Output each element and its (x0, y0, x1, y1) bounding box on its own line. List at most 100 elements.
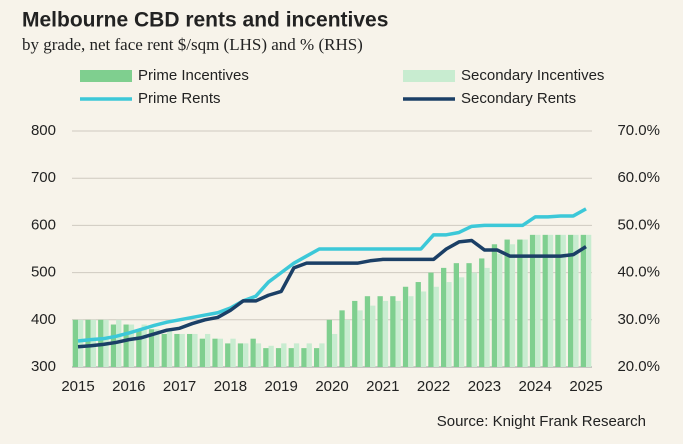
x-tick-label: 2020 (315, 378, 348, 395)
y2-tick-label: 40.0% (617, 264, 660, 281)
chart-title: Melbourne CBD rents and incentives (22, 9, 388, 32)
bar (187, 333, 193, 367)
bar (395, 300, 401, 367)
bar (479, 258, 485, 367)
chart-subtitle: by grade, net face rent $/sqm (LHS) and … (22, 35, 363, 54)
bar (319, 343, 325, 367)
x-tick-label: 2015 (61, 378, 94, 395)
bar (237, 343, 244, 367)
y2-tick-label: 50.0% (617, 216, 660, 233)
bar (522, 239, 528, 367)
bar (560, 234, 566, 367)
bar (377, 296, 383, 367)
bar (230, 338, 236, 367)
legend-label: Secondary Rents (461, 90, 576, 107)
x-tick-label: 2024 (519, 378, 552, 395)
bar (128, 324, 135, 367)
bar (166, 329, 173, 367)
bar (497, 253, 503, 367)
y-tick-label: 400 (31, 311, 56, 328)
bar (446, 282, 452, 367)
bar (402, 286, 409, 367)
bar (85, 319, 91, 367)
x-tick-label: 2018 (214, 378, 247, 395)
bar (154, 329, 160, 367)
bar (453, 263, 459, 367)
y2-tick-label: 20.0% (617, 358, 660, 375)
x-tick-label: 2022 (417, 378, 450, 395)
bar (580, 234, 586, 367)
line (77, 238, 587, 349)
bar (466, 263, 472, 367)
bar (243, 343, 249, 367)
bar (225, 343, 231, 367)
legend-label: Secondary Incentives (461, 67, 604, 84)
bar (281, 343, 287, 367)
bar (217, 338, 223, 367)
x-tick-label: 2021 (366, 378, 399, 395)
bar (141, 324, 147, 367)
bar (288, 348, 294, 367)
bar (504, 239, 510, 367)
bar (542, 234, 548, 367)
bar (179, 333, 185, 367)
bar (339, 310, 345, 367)
bar (364, 296, 371, 367)
bar (547, 234, 554, 367)
bar (326, 319, 332, 367)
bar (370, 305, 376, 367)
source: Source: Knight Frank Research (437, 413, 646, 430)
bar (306, 343, 312, 367)
bar (275, 348, 282, 367)
bar (161, 333, 167, 367)
bar (344, 319, 350, 367)
legend-swatch (403, 70, 455, 82)
y-tick-label: 300 (31, 358, 56, 375)
legend-swatch (80, 70, 132, 82)
bar (199, 338, 205, 367)
y-tick-label: 500 (31, 264, 56, 281)
bar (268, 345, 274, 367)
bar (314, 348, 320, 367)
bar (390, 296, 396, 367)
legend-label: Prime Incentives (138, 67, 249, 84)
bar (491, 244, 498, 367)
bar (441, 267, 447, 367)
bar (586, 234, 592, 367)
y-tick-label: 800 (31, 122, 56, 139)
bar (484, 267, 490, 367)
bar (332, 333, 338, 367)
x-tick-label: 2023 (468, 378, 501, 395)
bar (433, 286, 439, 367)
bar (78, 319, 84, 367)
bar (301, 348, 307, 367)
x-tick-label: 2016 (112, 378, 145, 395)
x-tick-label: 2017 (163, 378, 196, 395)
line (77, 207, 587, 343)
y-tick-label: 700 (31, 169, 56, 186)
bar (382, 300, 389, 367)
bar (205, 333, 211, 367)
bar (471, 272, 477, 367)
bar (72, 319, 78, 367)
bar (357, 310, 363, 367)
bar (509, 244, 516, 367)
bar (408, 296, 414, 367)
y-tick-label: 600 (31, 216, 56, 233)
y2-tick-label: 70.0% (617, 122, 660, 139)
bar (415, 282, 421, 367)
bar (428, 272, 434, 367)
bar (517, 239, 523, 367)
bar (90, 319, 96, 367)
y2-tick-label: 60.0% (617, 169, 660, 186)
bar (250, 338, 256, 367)
bar (110, 324, 117, 367)
bar (192, 333, 198, 367)
bar (212, 338, 218, 367)
bar (573, 234, 579, 367)
x-tick-label: 2025 (569, 378, 602, 395)
bar (420, 291, 427, 367)
bar (535, 234, 541, 367)
bar (459, 277, 465, 367)
